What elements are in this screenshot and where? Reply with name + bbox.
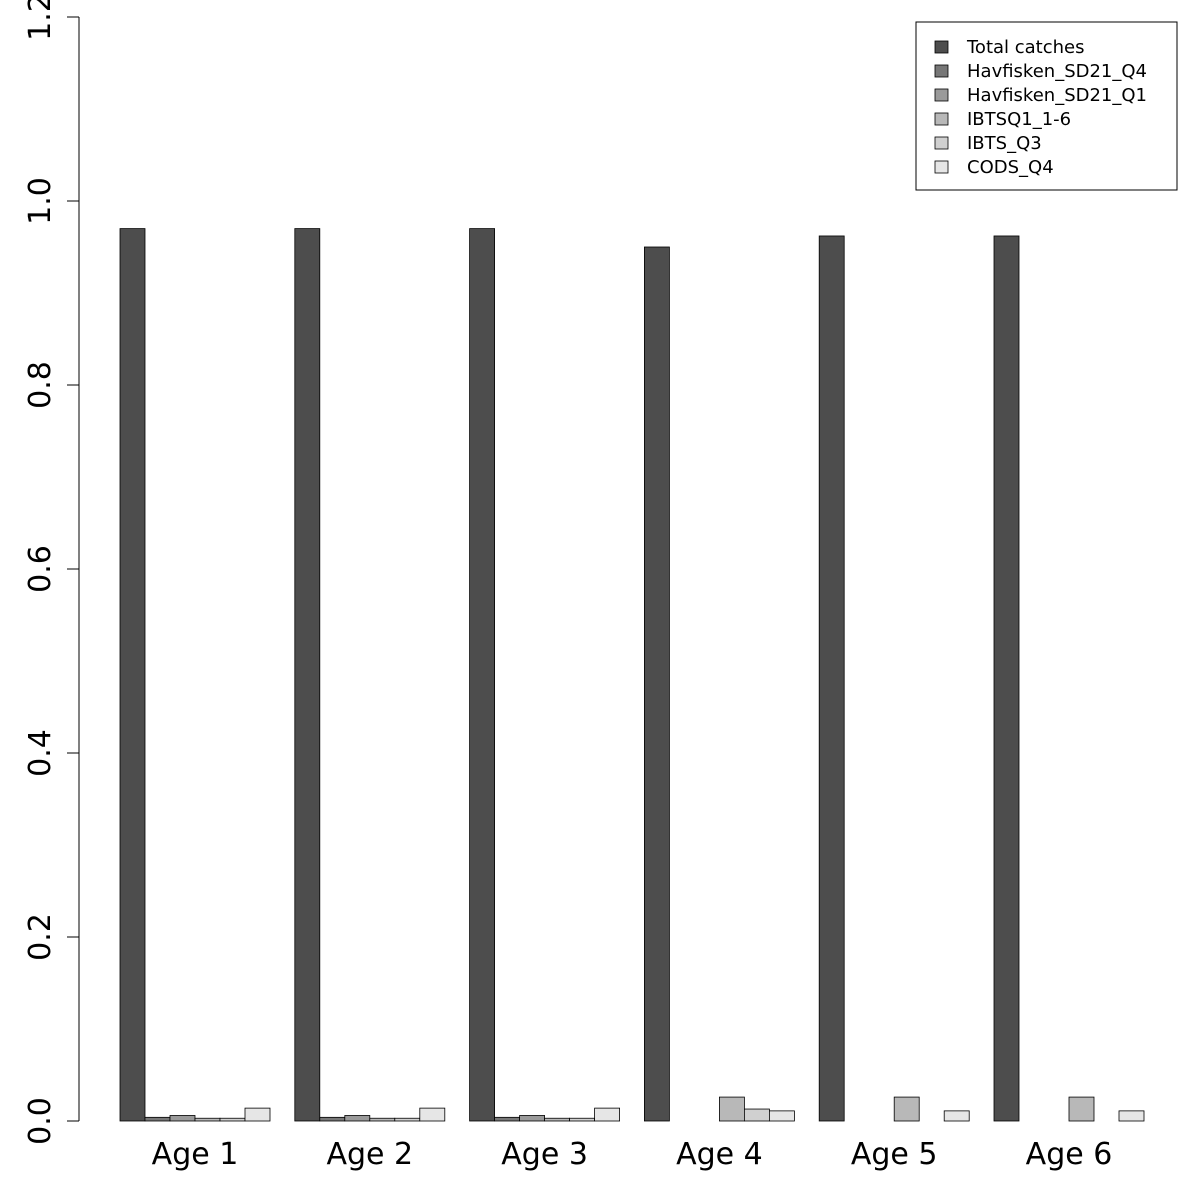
x-axis-labels: Age 1 Age 2 Age 3 Age 4 Age 5 Age 6 — [152, 1137, 1113, 1172]
x-tick-label: Age 4 — [676, 1137, 763, 1172]
bar-havfisken-sd21-q1-1 — [169, 1115, 196, 1122]
y-tick-label: 1.0 — [23, 177, 58, 225]
y-tick-label: 0.4 — [23, 729, 58, 777]
bar-ibtsq1-1-6-3 — [544, 1117, 570, 1122]
x-tick-label: Age 2 — [326, 1137, 413, 1172]
legend-label: Havfisken_SD21_Q4 — [967, 61, 1147, 82]
bar-cods-q4-6 — [1118, 1110, 1145, 1122]
bar-total-catches-6 — [993, 235, 1020, 1122]
legend-label: IBTSQ1_1-6 — [967, 109, 1071, 130]
bar-cods-q4-4 — [769, 1110, 795, 1122]
y-tick-label: 0.2 — [23, 913, 58, 961]
bar-havfisken-sd21-q1-3 — [519, 1115, 545, 1122]
bar-total-catches-1 — [119, 228, 146, 1122]
bars — [119, 228, 1145, 1122]
bar-havfisken-sd21-q4-2 — [319, 1116, 346, 1122]
bar-ibts-q3-1 — [219, 1117, 246, 1122]
bar-total-catches-3 — [469, 228, 496, 1122]
bar-ibtsq1-1-6-5 — [893, 1096, 920, 1122]
y-tick-label: 0.0 — [23, 1097, 58, 1145]
bar-total-catches-5 — [818, 235, 845, 1122]
bar-total-catches-4 — [644, 246, 670, 1122]
legend-swatch — [934, 136, 949, 150]
bar-havfisken-sd21-q1-2 — [344, 1115, 371, 1122]
x-tick-label: Age 1 — [152, 1137, 239, 1172]
legend-box — [915, 21, 1178, 191]
bar-cods-q4-2 — [419, 1107, 446, 1122]
legend-swatch — [934, 88, 949, 102]
bar-cods-q4-3 — [594, 1107, 620, 1122]
bar-ibtsq1-1-6-6 — [1068, 1096, 1095, 1122]
bar-ibts-q3-4 — [744, 1108, 770, 1122]
legend-swatch — [934, 64, 949, 78]
legend-label: Total catches — [966, 37, 1085, 58]
y-axis: 0.0 0.2 0.4 0.6 0.8 1.0 1.2 — [23, 0, 80, 1145]
bar-cods-q4-5 — [943, 1110, 970, 1122]
bar-cods-q4-1 — [244, 1107, 271, 1122]
legend-label: CODS_Q4 — [967, 157, 1054, 178]
legend-swatch — [934, 160, 949, 174]
bar-ibtsq1-1-6-4 — [719, 1096, 745, 1122]
bar-havfisken-sd21-q4-1 — [144, 1116, 171, 1122]
legend-swatch — [934, 112, 949, 126]
y-tick-label: 0.6 — [23, 545, 58, 593]
x-tick-label: Age 6 — [1026, 1137, 1113, 1172]
bar-havfisken-sd21-q4-3 — [494, 1116, 521, 1122]
legend-swatch — [934, 40, 949, 54]
x-tick-label: Age 5 — [851, 1137, 938, 1172]
bar-ibts-q3-2 — [394, 1117, 421, 1122]
bar-ibtsq1-1-6-2 — [369, 1117, 396, 1122]
bar-total-catches-2 — [294, 228, 321, 1122]
bar-ibtsq1-1-6-1 — [194, 1117, 221, 1122]
y-tick-label: 0.8 — [23, 361, 58, 409]
legend-label: Havfisken_SD21_Q1 — [967, 85, 1147, 106]
legend-label: IBTS_Q3 — [967, 133, 1042, 154]
legend: Total catches Havfisken_SD21_Q4 Havfisken_… — [915, 21, 1178, 191]
bar-ibts-q3-3 — [569, 1117, 595, 1122]
x-tick-label: Age 3 — [501, 1137, 588, 1172]
y-tick-label: 1.2 — [23, 0, 58, 41]
